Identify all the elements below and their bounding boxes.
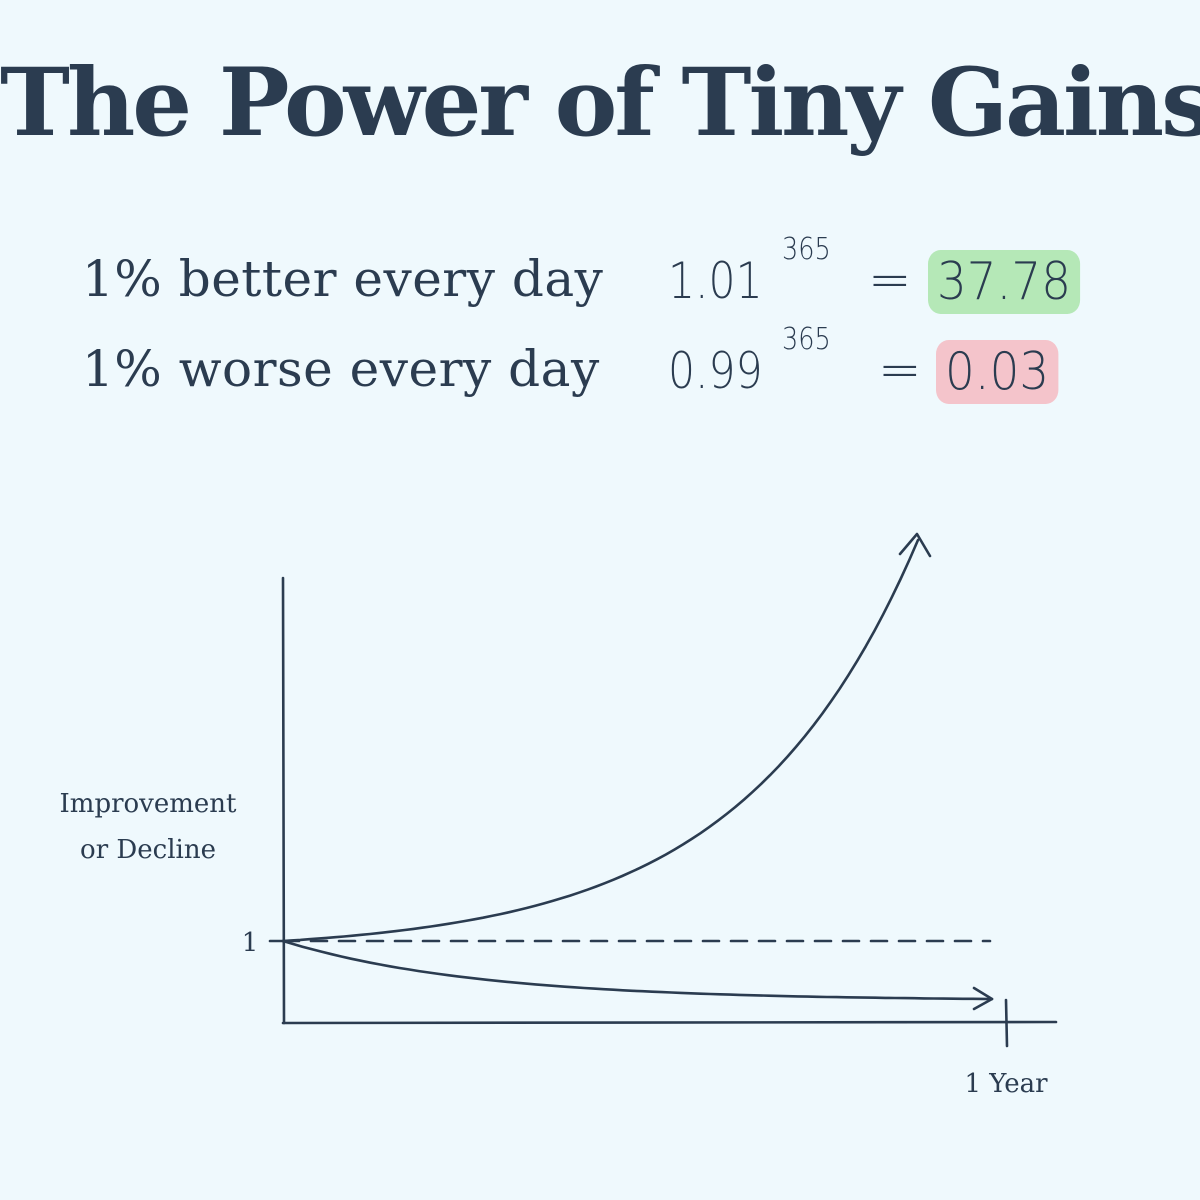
y-axis-label-line1: Improvement (60, 789, 238, 819)
y-axis-label-line2: or Decline (80, 835, 216, 865)
worse-result: 0.03 (936, 340, 1059, 404)
better-label: 1% better every day (82, 250, 604, 308)
worse-exponent: 365 (782, 322, 831, 357)
y-tick-label: 1 (242, 928, 259, 958)
x-axis (281, 1020, 1058, 1025)
better-equals: = (868, 250, 912, 310)
worse-equals: = (878, 340, 922, 400)
decline-curve (281, 939, 994, 1001)
decline-arrowhead (972, 986, 994, 1011)
y-axis (281, 576, 286, 1025)
better-base: 1.01 (668, 252, 763, 310)
better-exponent: 365 (782, 232, 831, 267)
worse-label: 1% worse every day (82, 340, 600, 398)
growth-arrowhead (898, 532, 932, 558)
page-title: The Power of Tiny Gains (0, 48, 1200, 158)
x-tick-label: 1 Year (964, 1069, 1048, 1099)
x-tick-mark (1004, 998, 1009, 1048)
better-result: 37.78 (928, 250, 1080, 314)
worse-base: 0.99 (668, 342, 763, 400)
growth-curve (281, 538, 920, 943)
